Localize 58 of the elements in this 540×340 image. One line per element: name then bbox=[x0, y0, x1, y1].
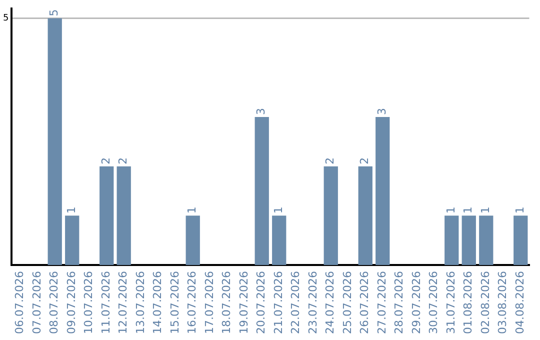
data-label: 3 bbox=[254, 108, 268, 115]
x-tick-label: 02.08.2026 bbox=[478, 271, 492, 334]
bar bbox=[254, 116, 269, 266]
x-tick-label: 06.07.2026 bbox=[13, 271, 26, 334]
x-tick-label: 28.07.2026 bbox=[392, 271, 406, 334]
data-label: 1 bbox=[186, 206, 199, 214]
x-tick-label: 09.07.2026 bbox=[64, 271, 78, 334]
x-tick-label: 22.07.2026 bbox=[289, 271, 302, 334]
bar bbox=[514, 216, 528, 266]
x-tick-label: 21.07.2026 bbox=[272, 271, 285, 334]
data-label: 5 bbox=[48, 9, 61, 16]
x-tick-label: 07.07.2026 bbox=[30, 271, 44, 334]
data-label: 1 bbox=[462, 206, 475, 214]
x-tick-label: 29.07.2026 bbox=[410, 271, 423, 334]
data-label: 1 bbox=[272, 206, 285, 214]
x-tick-label: 23.07.2026 bbox=[306, 271, 320, 334]
x-tick-label: 30.07.2026 bbox=[427, 271, 440, 334]
bar bbox=[100, 166, 114, 266]
bar bbox=[186, 216, 200, 266]
x-tick-label: 14.07.2026 bbox=[151, 271, 164, 334]
x-tick-label: 08.07.2026 bbox=[48, 271, 61, 334]
data-label: 3 bbox=[375, 108, 388, 115]
data-label: 2 bbox=[358, 157, 372, 164]
x-tick-label: 31.07.2026 bbox=[444, 271, 458, 334]
x-tick-label: 15.07.2026 bbox=[168, 271, 182, 334]
x-tick-label: 04.08.2026 bbox=[513, 271, 526, 334]
x-tick-label: 11.07.2026 bbox=[99, 271, 112, 334]
data-label: 2 bbox=[116, 157, 130, 164]
x-tick-label: 20.07.2026 bbox=[254, 271, 268, 334]
data-label: 1 bbox=[513, 206, 526, 214]
x-tick-label: 26.07.2026 bbox=[358, 271, 372, 334]
bar bbox=[324, 166, 338, 266]
data-label: 1 bbox=[444, 206, 458, 214]
x-tick-label: 19.07.2026 bbox=[237, 271, 250, 334]
data-label: 2 bbox=[324, 157, 337, 164]
x-tick-label: 16.07.2026 bbox=[186, 271, 199, 334]
bar bbox=[358, 166, 372, 266]
x-tick-label: 25.07.2026 bbox=[340, 271, 354, 334]
data-label: 1 bbox=[64, 206, 78, 214]
bar bbox=[444, 216, 459, 266]
bar bbox=[65, 216, 80, 266]
x-tick-label: 18.07.2026 bbox=[220, 271, 234, 334]
x-tick-label: 24.07.2026 bbox=[324, 271, 337, 334]
x-tick-label: 12.07.2026 bbox=[116, 271, 130, 334]
x-tick-label: 10.07.2026 bbox=[82, 271, 96, 334]
bar bbox=[376, 116, 390, 266]
data-label: 2 bbox=[99, 157, 112, 164]
bar bbox=[48, 18, 62, 266]
x-tick-label: 13.07.2026 bbox=[134, 271, 147, 334]
bar bbox=[272, 216, 286, 266]
bar bbox=[462, 216, 476, 266]
data-label: 1 bbox=[478, 206, 492, 214]
bar bbox=[116, 166, 131, 266]
x-tick-label: 01.08.2026 bbox=[462, 271, 475, 334]
x-tick-label: 27.07.2026 bbox=[375, 271, 388, 334]
bar bbox=[479, 216, 494, 266]
x-tick-label: 17.07.2026 bbox=[202, 271, 216, 334]
x-tick-label: 03.08.2026 bbox=[496, 271, 510, 334]
